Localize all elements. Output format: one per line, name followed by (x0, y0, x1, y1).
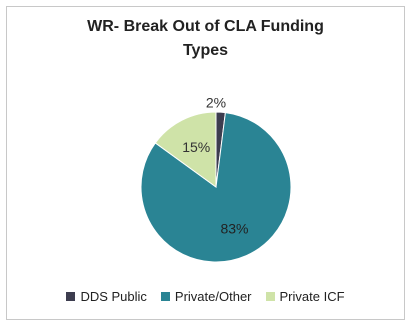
legend-label-private-icf: Private ICF (279, 289, 345, 304)
legend-swatch-dds-public (66, 292, 76, 301)
legend-label-dds-public: DDS Public (80, 289, 147, 304)
pie-chart: 2% 83% 15% (140, 95, 292, 263)
legend-swatch-private-icf (265, 292, 275, 301)
legend-item-dds-public: DDS Public (66, 289, 147, 304)
data-label-private-other: 83% (220, 220, 248, 236)
pie-data-labels: 2% 83% 15% (182, 95, 248, 237)
chart-title: WR- Break Out of CLA Funding Types (7, 15, 404, 63)
chart-frame: WR- Break Out of CLA Funding Types 2% 83%… (6, 6, 405, 320)
pie-slices (140, 111, 292, 263)
data-label-dds-public: 2% (206, 95, 226, 111)
data-label-private-icf: 15% (182, 139, 210, 155)
legend-item-private-other: Private/Other (160, 289, 252, 304)
pie-slice-private-icf (154, 111, 217, 188)
legend-swatch-private-other (160, 292, 170, 301)
chart-legend: DDS Public Private/Other Private ICF (7, 289, 404, 304)
legend-item-private-icf: Private ICF (265, 289, 345, 304)
chart-title-line-2: Types (182, 42, 229, 59)
chart-title-line-1: WR- Break Out of CLA Funding (87, 18, 324, 35)
legend-label-private-other: Private/Other (174, 289, 252, 304)
